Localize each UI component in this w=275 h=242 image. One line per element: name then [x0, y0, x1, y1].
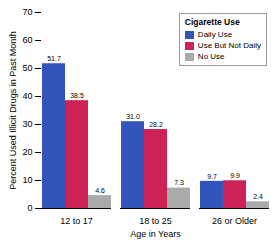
svg-text:9.7: 9.7: [207, 173, 217, 180]
svg-text:10: 10: [22, 175, 32, 185]
svg-text:31.0: 31.0: [126, 113, 140, 120]
svg-text:20: 20: [22, 147, 32, 157]
svg-text:70: 70: [22, 7, 32, 17]
html-text:Cigarette Use: Cigarette Use: [184, 17, 240, 27]
html-text:Use But Not Daily: Use But Not Daily: [197, 41, 261, 50]
svg-text:7.3: 7.3: [174, 179, 184, 186]
svg-text:9.9: 9.9: [230, 172, 240, 179]
svg-text:0: 0: [27, 203, 32, 213]
html-text:Daily Use: Daily Use: [197, 30, 233, 39]
svg-text:18 to 25: 18 to 25: [139, 216, 172, 226]
svg-text:40: 40: [22, 91, 32, 101]
svg-text:4.6: 4.6: [95, 187, 105, 194]
html-text:No Use: No Use: [197, 52, 225, 61]
svg-text:51.7: 51.7: [47, 55, 61, 62]
svg-text:38.5: 38.5: [70, 92, 84, 99]
svg-text:26 or Older: 26 or Older: [212, 216, 257, 226]
svg-text:60: 60: [22, 35, 32, 45]
svg-text:30: 30: [22, 119, 32, 129]
svg-text:2.4: 2.4: [253, 193, 263, 200]
svg-text:28.2: 28.2: [149, 121, 163, 128]
svg-text:12 to 17: 12 to 17: [60, 216, 93, 226]
svg-text:Age in Years: Age in Years: [130, 229, 181, 239]
svg-text:Percent Used Illicit Drugs in: Percent Used Illicit Drugs in Past Month: [8, 31, 18, 190]
svg-text:50: 50: [22, 63, 32, 73]
